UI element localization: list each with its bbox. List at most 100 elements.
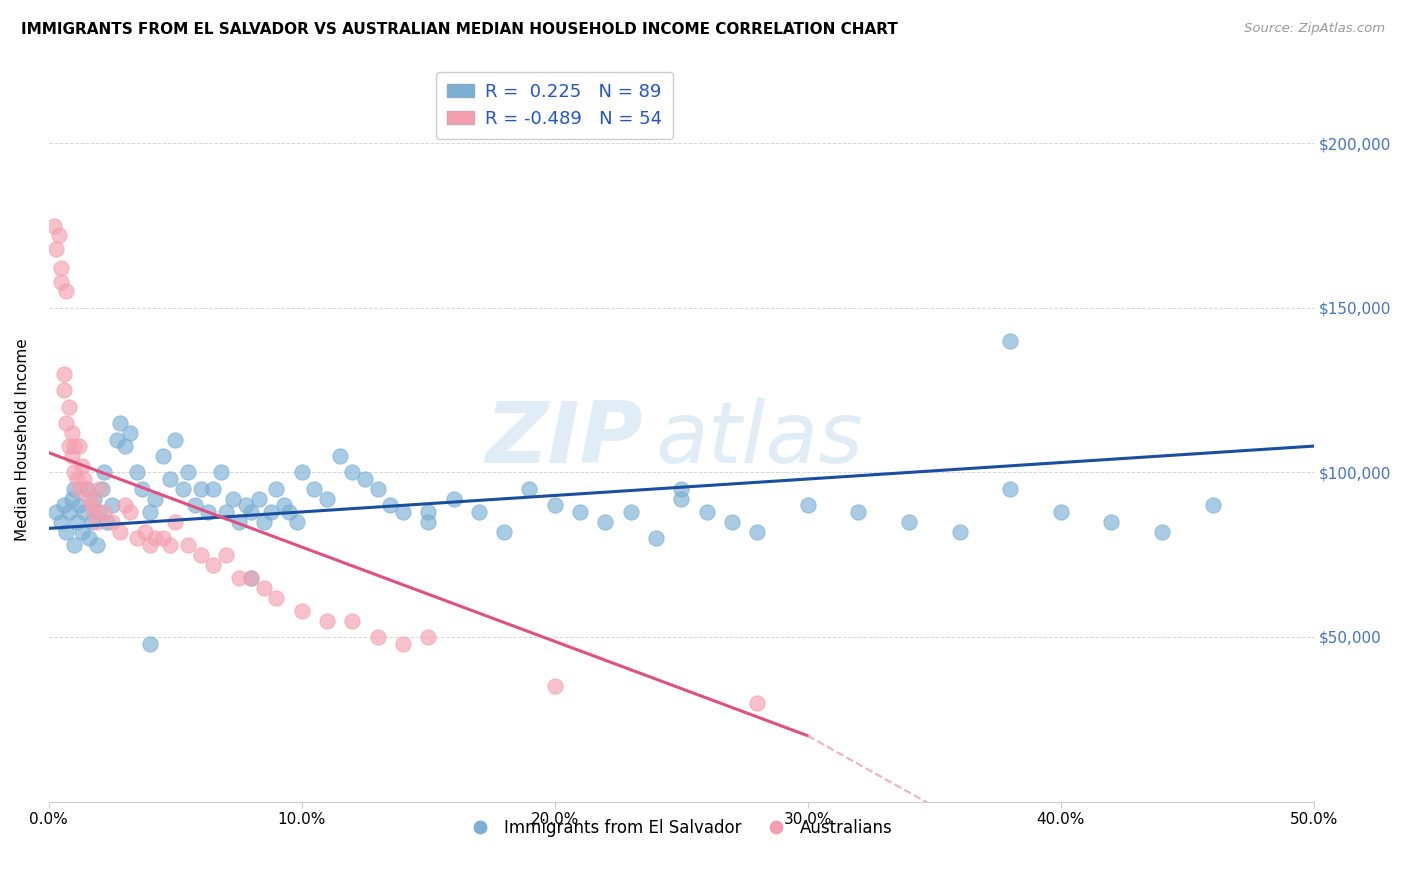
Point <box>101 499 124 513</box>
Point <box>240 571 263 585</box>
Point <box>65 472 87 486</box>
Point <box>202 558 225 572</box>
Point <box>285 515 308 529</box>
Point <box>240 571 263 585</box>
Point <box>60 491 83 506</box>
Point <box>1049 505 1071 519</box>
Point <box>209 466 232 480</box>
Point <box>240 505 263 519</box>
Point <box>90 482 112 496</box>
Point <box>235 499 257 513</box>
Point <box>118 425 141 440</box>
Point <box>73 505 96 519</box>
Point <box>139 538 162 552</box>
Point <box>101 515 124 529</box>
Point <box>645 531 668 545</box>
Point <box>77 491 100 506</box>
Point <box>152 449 174 463</box>
Point <box>93 466 115 480</box>
Point <box>83 491 105 506</box>
Point <box>80 515 103 529</box>
Point <box>721 515 744 529</box>
Point <box>89 482 111 496</box>
Point <box>143 491 166 506</box>
Point <box>1099 515 1122 529</box>
Point <box>418 630 440 644</box>
Point <box>45 242 67 256</box>
Point <box>291 466 314 480</box>
Point <box>418 515 440 529</box>
Point <box>291 604 314 618</box>
Point <box>58 400 80 414</box>
Point <box>998 482 1021 496</box>
Point <box>76 482 98 496</box>
Point <box>89 505 111 519</box>
Point <box>184 499 207 513</box>
Point <box>380 499 402 513</box>
Legend: Immigrants from El Salvador, Australians: Immigrants from El Salvador, Australians <box>464 813 898 844</box>
Point <box>671 482 693 496</box>
Point <box>48 228 70 243</box>
Point <box>45 505 67 519</box>
Point <box>202 482 225 496</box>
Point <box>671 491 693 506</box>
Point <box>159 472 181 486</box>
Point <box>247 491 270 506</box>
Point <box>127 531 149 545</box>
Point <box>544 679 567 693</box>
Point <box>418 505 440 519</box>
Point <box>197 505 219 519</box>
Point <box>367 630 389 644</box>
Point <box>76 482 98 496</box>
Point <box>63 482 86 496</box>
Point <box>620 505 643 519</box>
Point <box>52 367 75 381</box>
Point <box>273 499 295 513</box>
Point <box>152 531 174 545</box>
Point <box>143 531 166 545</box>
Point <box>83 505 105 519</box>
Point <box>190 548 212 562</box>
Point <box>51 261 73 276</box>
Point <box>80 499 103 513</box>
Point <box>77 531 100 545</box>
Point <box>797 499 820 513</box>
Point <box>165 515 187 529</box>
Point <box>316 614 339 628</box>
Y-axis label: Median Household Income: Median Household Income <box>15 338 30 541</box>
Point <box>897 515 920 529</box>
Point <box>342 614 364 628</box>
Point <box>215 548 238 562</box>
Point <box>392 637 415 651</box>
Point <box>468 505 491 519</box>
Point <box>60 425 83 440</box>
Point <box>253 581 276 595</box>
Point <box>108 416 131 430</box>
Point <box>1201 499 1223 513</box>
Point <box>55 285 77 299</box>
Point <box>52 383 75 397</box>
Point <box>177 538 200 552</box>
Point <box>342 466 364 480</box>
Point <box>65 515 87 529</box>
Point <box>544 499 567 513</box>
Point <box>228 515 250 529</box>
Point <box>519 482 541 496</box>
Point <box>58 505 80 519</box>
Point <box>70 458 93 473</box>
Point <box>316 491 339 506</box>
Point <box>215 505 238 519</box>
Point <box>367 482 389 496</box>
Point <box>63 466 86 480</box>
Point <box>159 538 181 552</box>
Point <box>96 515 118 529</box>
Point <box>67 499 90 513</box>
Point <box>494 524 516 539</box>
Point <box>443 491 465 506</box>
Point <box>172 482 194 496</box>
Point <box>114 439 136 453</box>
Point <box>228 571 250 585</box>
Text: Source: ZipAtlas.com: Source: ZipAtlas.com <box>1244 22 1385 36</box>
Point <box>696 505 718 519</box>
Text: atlas: atlas <box>657 398 863 481</box>
